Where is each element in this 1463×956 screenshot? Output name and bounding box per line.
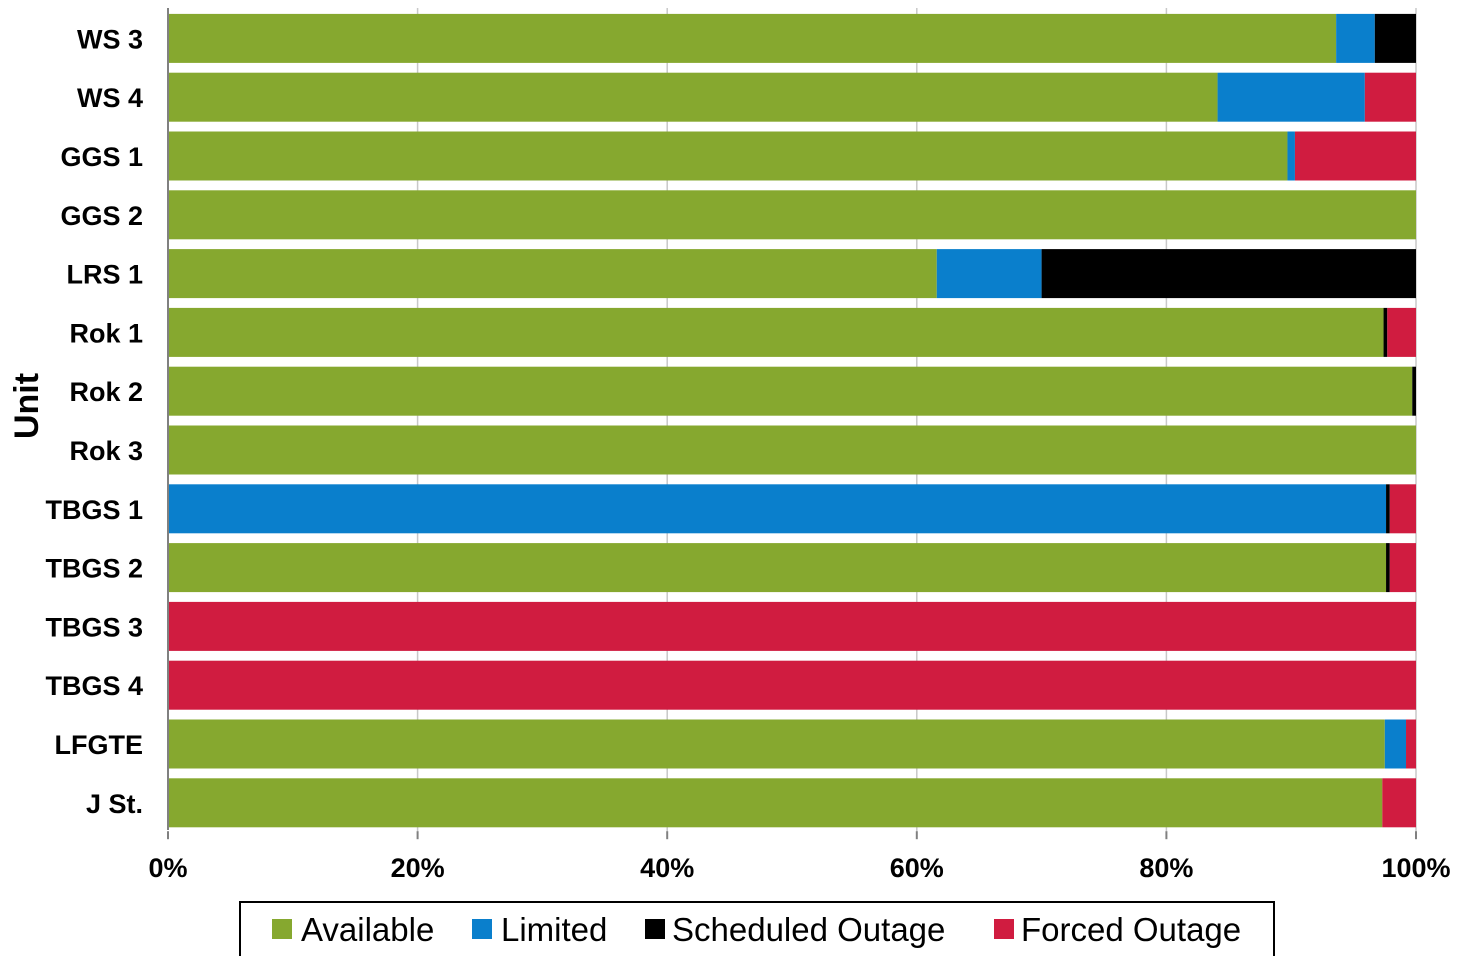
bar-limited-ws-3 <box>1336 13 1375 63</box>
category-label: Rok 1 <box>69 318 143 348</box>
bar-scheduled-outage-tbgs-1 <box>1386 484 1390 534</box>
category-label: TBGS 1 <box>45 495 143 525</box>
bar-available-ggs-1 <box>168 131 1288 181</box>
category-label: TBGS 4 <box>45 671 143 701</box>
bar-scheduled-outage-rok-2 <box>1412 366 1416 416</box>
bar-forced-outage-tbgs-4 <box>168 660 1416 710</box>
bars <box>168 13 1416 828</box>
x-tick-labels: 0% 20% 40% 60% 80% 100% <box>148 853 1450 883</box>
bar-limited-ggs-1 <box>1287 131 1295 181</box>
category-label: WS 3 <box>77 24 143 54</box>
bar-available-j-st <box>168 778 1383 828</box>
bar-forced-outage-tbgs-1 <box>1389 484 1416 534</box>
bar-scheduled-outage-lrs-1 <box>1041 249 1416 299</box>
category-label: GGS 2 <box>60 201 143 231</box>
legend-swatch-available <box>272 919 292 939</box>
bar-scheduled-outage-tbgs-2 <box>1386 543 1390 593</box>
category-label: LFGTE <box>55 730 144 760</box>
legend-label-forced-outage: Forced Outage <box>1021 911 1241 948</box>
bar-available-ws-4 <box>168 72 1218 122</box>
x-tick-label: 100% <box>1381 853 1450 883</box>
legend-swatch-limited <box>472 919 492 939</box>
category-label: LRS 1 <box>66 260 143 290</box>
bar-forced-outage-tbgs-3 <box>168 601 1416 651</box>
bar-forced-outage-tbgs-2 <box>1389 543 1416 593</box>
bar-available-ggs-2 <box>168 190 1416 240</box>
bar-limited-lfgte <box>1384 719 1407 769</box>
bar-forced-outage-j-st <box>1382 778 1416 828</box>
bar-forced-outage-rok-1 <box>1387 307 1416 357</box>
bar-available-rok-2 <box>168 366 1413 416</box>
legend-label-limited: Limited <box>501 911 607 948</box>
bar-limited-tbgs-1 <box>168 484 1387 534</box>
category-labels: WS 3 WS 4 GGS 1 GGS 2 LRS 1 Rok 1 Rok 2 Rok 3 TB… <box>45 24 143 818</box>
bar-available-rok-1 <box>168 307 1384 357</box>
x-tick-label: 80% <box>1139 853 1193 883</box>
x-tick-label: 40% <box>640 853 694 883</box>
legend: Available Limited Scheduled Outage Forced O… <box>239 901 1275 956</box>
category-label: WS 4 <box>77 83 143 113</box>
bar-forced-outage-ggs-1 <box>1294 131 1416 181</box>
bar-forced-outage-lfgte <box>1406 719 1416 769</box>
bar-scheduled-outage-rok-1 <box>1383 307 1388 357</box>
y-axis-title: Unit <box>8 373 46 439</box>
legend-swatch-scheduled-outage <box>645 919 665 939</box>
category-label: Rok 3 <box>69 436 143 466</box>
legend-label-scheduled-outage: Scheduled Outage <box>672 911 945 948</box>
x-tick-label: 20% <box>391 853 445 883</box>
bar-available-tbgs-2 <box>168 543 1387 593</box>
x-tick-label: 60% <box>890 853 944 883</box>
bar-available-lfgte <box>168 719 1385 769</box>
bar-forced-outage-ws-4 <box>1364 72 1416 122</box>
category-label: Rok 2 <box>69 377 143 407</box>
bar-available-ws-3 <box>168 13 1337 63</box>
category-label: J St. <box>86 789 143 819</box>
bar-limited-ws-4 <box>1217 72 1365 122</box>
legend-swatch-forced-outage <box>994 919 1014 939</box>
bar-scheduled-outage-ws-3 <box>1374 13 1416 63</box>
bar-available-rok-3 <box>168 425 1416 475</box>
legend-label-available: Available <box>301 911 434 948</box>
legend-box <box>239 901 1275 956</box>
category-label: TBGS 2 <box>45 554 143 584</box>
bar-available-lrs-1 <box>168 249 937 299</box>
category-label: TBGS 3 <box>45 612 143 642</box>
x-tick-label: 0% <box>148 853 187 883</box>
bar-limited-lrs-1 <box>936 249 1042 299</box>
category-label: GGS 1 <box>60 142 143 172</box>
